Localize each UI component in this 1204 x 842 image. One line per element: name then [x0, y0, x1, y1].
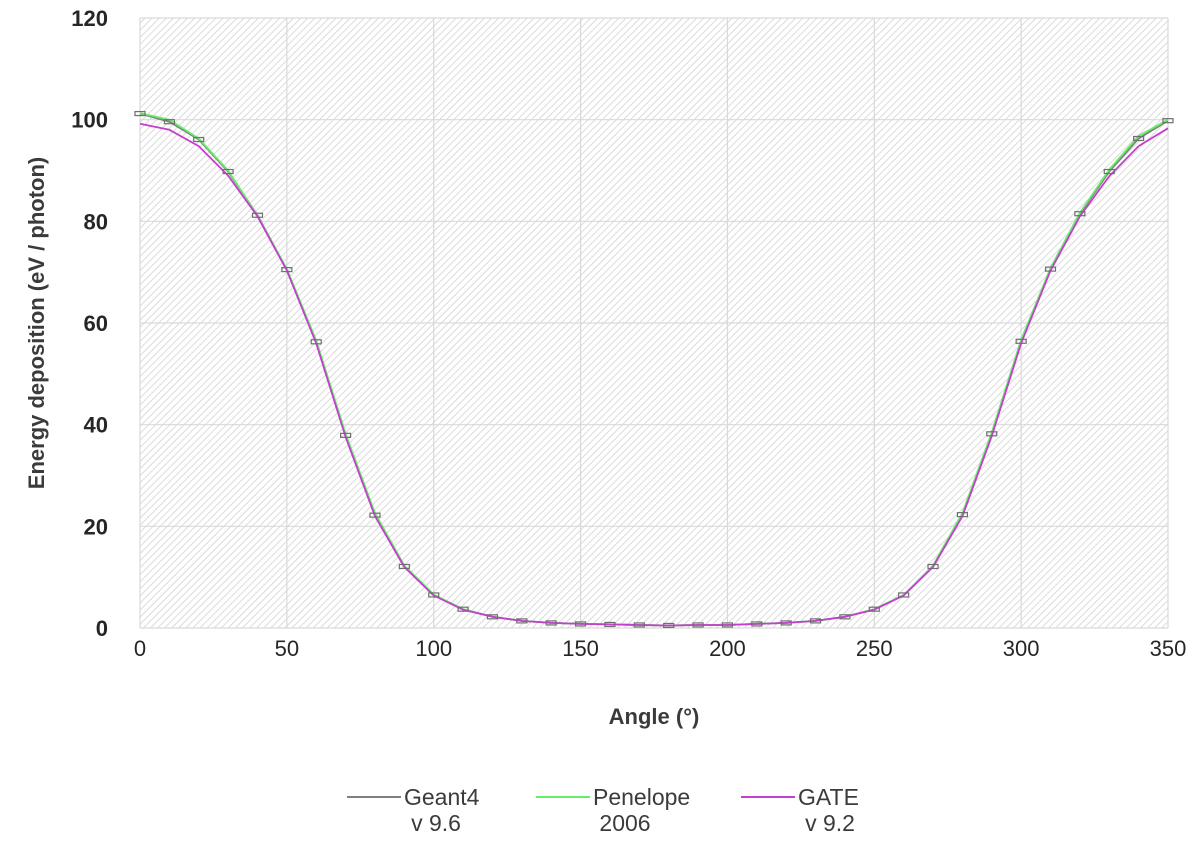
error-bar — [516, 618, 528, 624]
error-bar — [340, 432, 352, 438]
y-tick-label: 40 — [84, 413, 108, 438]
error-bar — [604, 621, 616, 628]
error-bar — [692, 622, 704, 628]
legend-label-line2: v 9.2 — [805, 810, 855, 836]
series-line-gate — [139, 122, 1169, 627]
legend-label-line2: 2006 — [599, 810, 650, 836]
error-bar — [1133, 135, 1145, 142]
y-axis-title: Energy deposition (eV / photon) — [24, 157, 49, 489]
series-lines — [139, 112, 1169, 627]
error-bar — [457, 606, 469, 612]
x-axis-ticks: 0 50 100 150 200 250 300 350 — [134, 636, 1186, 661]
x-tick-label: 150 — [562, 636, 599, 661]
y-axis-ticks: 0 20 40 60 80 100 120 — [71, 6, 108, 641]
error-bar — [310, 339, 322, 345]
y-tick-label: 100 — [71, 108, 108, 133]
x-tick-label: 350 — [1150, 636, 1187, 661]
error-bar — [633, 622, 645, 628]
y-tick-label: 0 — [96, 616, 108, 641]
error-bar — [721, 622, 734, 628]
error-bar — [193, 136, 205, 143]
error-bar — [663, 622, 675, 629]
legend-label: Geant4 — [404, 784, 480, 810]
error-bar — [1044, 266, 1057, 272]
x-tick-label: 250 — [856, 636, 893, 661]
error-bar — [751, 621, 763, 627]
y-tick-label: 20 — [84, 514, 108, 539]
error-bar — [868, 606, 880, 612]
x-tick-label: 0 — [134, 636, 146, 661]
error-bar — [780, 620, 792, 626]
error-bar — [1015, 338, 1027, 344]
error-bar — [428, 592, 440, 598]
gridlines — [139, 17, 1169, 629]
error-bar — [1074, 211, 1086, 217]
legend-label: Penelope — [593, 784, 690, 810]
error-bar — [134, 110, 146, 117]
error-bar — [222, 168, 234, 175]
error-bar — [927, 563, 939, 570]
error-bar — [809, 618, 822, 624]
legend-label: GATE — [798, 784, 859, 810]
error-bar — [369, 512, 381, 518]
error-bar — [398, 563, 410, 570]
error-bar — [1103, 168, 1115, 175]
error-bar — [486, 614, 499, 620]
x-tick-label: 200 — [709, 636, 746, 661]
error-bar — [986, 431, 998, 437]
y-tick-label: 60 — [84, 311, 108, 336]
x-axis-title: Angle (°) — [609, 704, 700, 729]
x-tick-label: 300 — [1003, 636, 1040, 661]
error-bar — [839, 614, 851, 620]
x-tick-label: 100 — [415, 636, 452, 661]
error-bar — [574, 621, 587, 627]
error-bar — [956, 512, 969, 518]
error-bar — [545, 620, 557, 626]
error-bar — [898, 592, 910, 598]
y-tick-label: 80 — [84, 209, 108, 234]
y-tick-label: 120 — [71, 6, 108, 31]
x-tick-label: 50 — [275, 636, 299, 661]
legend-label-line2: v 9.6 — [411, 810, 461, 836]
error-bar — [163, 119, 175, 125]
error-bar — [251, 212, 264, 218]
error-bars — [134, 110, 1174, 629]
error-bar — [281, 267, 293, 273]
error-bar — [1162, 118, 1174, 124]
